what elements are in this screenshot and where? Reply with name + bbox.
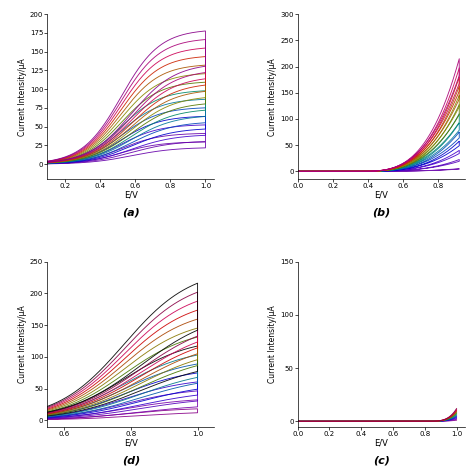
Text: (c): (c) <box>373 455 390 465</box>
Text: (b): (b) <box>372 208 390 218</box>
Y-axis label: Current Intensity/μA: Current Intensity/μA <box>268 305 277 383</box>
X-axis label: E/V: E/V <box>124 438 138 447</box>
Y-axis label: Current Intensity/μA: Current Intensity/μA <box>18 305 27 383</box>
X-axis label: E/V: E/V <box>374 191 388 200</box>
Text: (d): (d) <box>122 455 140 465</box>
Y-axis label: Current Intensity/μA: Current Intensity/μA <box>268 58 277 136</box>
X-axis label: E/V: E/V <box>374 438 388 447</box>
Y-axis label: Current Intensity/μA: Current Intensity/μA <box>18 58 27 136</box>
Text: (a): (a) <box>122 208 140 218</box>
X-axis label: E/V: E/V <box>124 191 138 200</box>
